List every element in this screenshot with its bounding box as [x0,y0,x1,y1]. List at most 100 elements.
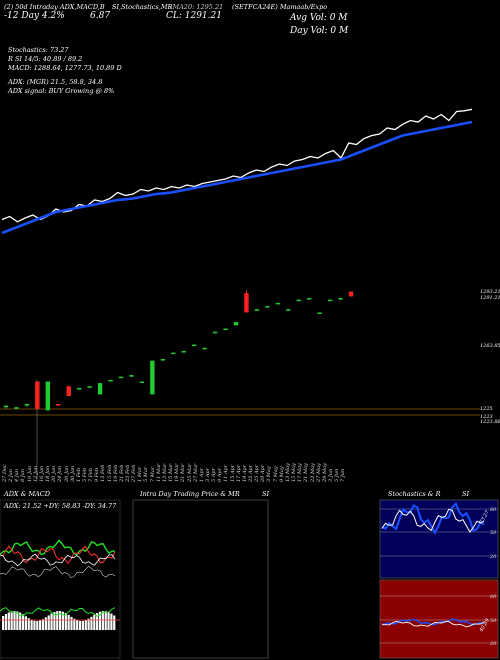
macd-bar [76,620,79,630]
candle-body [223,328,228,331]
macd-bar [10,611,13,630]
macd-label: MACD: 1288.64, 1277.73, 10.89 D [8,64,122,72]
stoch-tick: 80 [490,507,497,513]
price-line [1,108,473,223]
macd-line [0,607,116,617]
macd-bar [104,611,107,630]
candle-body [56,403,61,406]
candle-body [306,298,312,300]
macd-bar [24,616,27,630]
adx-panel-title: ADX & MACD [4,490,50,498]
candle-body [212,331,218,334]
macd-bar [16,611,19,630]
candle-body [160,359,166,361]
candle-body [129,375,134,377]
candle-body [296,299,301,302]
header-mid: SI,Stochastics,MR [112,3,173,11]
sma20-label: SMA20: 1295.21 [168,3,224,11]
adx-minus-line [0,545,116,565]
macd-bar [13,611,16,630]
si-label: R SI 14/5: 40.89 / 89.2 [8,55,83,63]
adx-values: ADX: 21.52 +DY: 58.83 -DY: 34.77 [4,502,117,510]
price-label: 1225 [480,406,493,412]
stoch-tick: 50 [490,530,497,536]
candle-body [76,387,82,390]
change-label: -12 Day 4.2% [4,11,65,21]
adx-sub-line [0,565,116,578]
candle-body [275,302,281,305]
candle-body [66,386,71,396]
macd-bar [113,615,116,630]
price-label: 1293.21 [480,289,500,295]
macd-bar [67,614,70,630]
macd-bar [33,620,36,630]
stoch-panel-title: Stochastics & R [388,490,441,498]
macd-bar [39,620,42,630]
macd-bar [64,613,67,630]
candle-body [139,381,145,383]
candle-body [24,403,30,406]
macd-bar [101,611,104,630]
macd-bar [81,620,84,630]
candle-body [338,298,343,300]
stoch-d-line [381,508,485,533]
r-white-line [382,620,485,628]
main-chart [0,108,480,480]
macd-bar [73,618,76,630]
candle-body [244,293,249,313]
macd-bar [27,618,30,630]
sma-line [1,120,473,235]
header-left: (2) 50d Intraday ADX,MACD,B [4,3,105,11]
macd-bar [44,617,47,630]
r-blue-line [381,618,485,626]
stochastics-label: Stochastics: 73.27 [8,46,69,54]
candle-body [348,291,354,297]
stoch-k-line [381,502,485,535]
candle-body [265,306,270,308]
value-label: 6.87 [90,11,111,21]
candle-body [233,322,239,326]
candle-body [3,405,9,408]
macd-bar [78,620,82,630]
macd-bar [4,614,8,630]
macd-bar [59,611,62,630]
adx-line [0,553,116,567]
si-panel-title: SI [262,490,270,498]
macd-bar [47,615,50,630]
adx-plus-line [0,539,116,556]
price-label: 1223.86 [480,419,500,425]
macd-bar [53,612,56,630]
macd-bar [21,614,25,630]
price-label: 1291.21 [480,295,500,301]
candle-body [45,381,51,411]
stoch-panel [379,499,499,579]
candle-body [108,379,113,382]
macd-bar [56,611,59,630]
candle-body [327,299,333,302]
macd-bar [70,616,73,630]
macd-bar [98,611,102,630]
macd-bar [96,613,99,630]
candle-body [254,309,260,311]
macd-bar [84,620,87,630]
adx-panel [0,499,121,659]
macd-bar [2,616,5,630]
macd-bar [36,620,39,630]
header-right: (SETFCA24E) Mamaab/Expo [232,3,328,11]
macd-bar [110,613,113,630]
day-vol-label: Day Vol: 0 M [290,26,349,36]
candle-body [150,360,155,395]
macd-bar [7,612,10,630]
candle-body [14,407,19,409]
candle-body [97,383,103,395]
r-tick: 20 [489,641,497,647]
r-tick: 80 [490,594,497,600]
adx-signal-label: ADX signal: BUY Growing @ 8% [8,87,115,95]
macd-bar [50,613,53,630]
intraday-panel-title: Intra Day Trading Price & MR [140,490,240,498]
stoch-si-title: SI [462,490,470,498]
intraday-panel [132,499,269,659]
candle-body [171,352,176,355]
cl-label: CL: 1291.21 [166,11,222,21]
